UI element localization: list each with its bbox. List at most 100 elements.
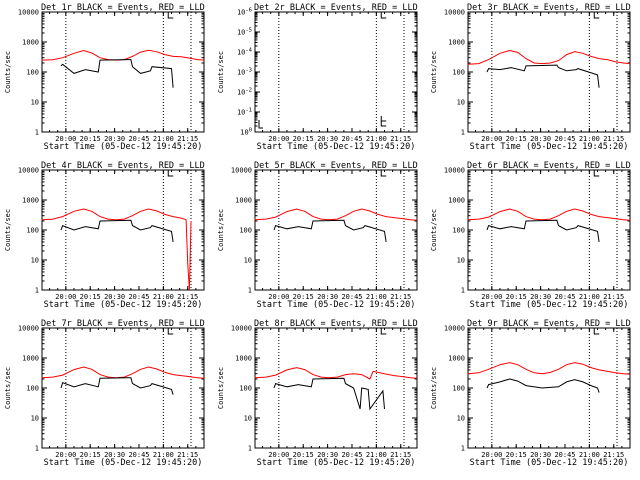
chart-title: Det 9r BLACK = Events, RED = LLD: [467, 319, 631, 329]
x-tick-label: 21:15: [177, 135, 198, 143]
y-tick-label: 10-3: [237, 68, 252, 77]
y-tick-label: 1000: [235, 197, 252, 205]
x-tick-label: 21:00: [153, 451, 174, 459]
x-tick-label: 20:45: [128, 293, 149, 301]
y-tick-label: 1: [35, 287, 39, 295]
events-series-line: [486, 64, 600, 88]
lld-series-line: [254, 208, 418, 221]
x-tick-label: 20:15: [80, 451, 101, 459]
y-tick-label: 1000: [448, 39, 465, 47]
lld-series-line: [467, 49, 631, 65]
y-tick-label: 100: [239, 227, 252, 235]
x-tick-label: 21:15: [177, 451, 198, 459]
events-series-line: [60, 59, 174, 88]
x-axis-label: Start Time (05-Dec-12 19:45:20): [44, 300, 203, 310]
y-tick-label: 100: [240, 128, 252, 137]
y-tick-label: 10-6: [237, 8, 252, 17]
y-tick-label: 1000: [448, 197, 465, 205]
events-series-line: [60, 377, 174, 395]
y-tick-label: 100: [239, 385, 252, 393]
x-tick-label: 20:00: [481, 451, 502, 459]
bracket-marker: [593, 328, 600, 335]
y-axis: 1 10 100 1000 10000: [444, 325, 630, 453]
y-tick-label: 10-2: [237, 88, 252, 97]
chart-title: Det 2r BLACK = Events, RED = LLD: [254, 3, 418, 13]
y-axis: 1 10 100 1000 10000: [444, 9, 630, 137]
x-tick-label: 21:15: [177, 293, 198, 301]
x-tick-label: 21:15: [603, 293, 624, 301]
y-tick-label: 1: [461, 445, 465, 453]
chart-panel: Det 7r BLACK = Events, RED = LLD 20:00 20:…: [4, 319, 205, 468]
x-axis-label: Start Time (05-Dec-12 19:45:20): [44, 458, 203, 468]
y-tick-label: 10-5: [237, 28, 252, 37]
lld-series-line: [41, 366, 205, 379]
bracket-marker: [380, 12, 387, 19]
chart-title: Det 8r BLACK = Events, RED = LLD: [254, 319, 418, 329]
y-tick-label: 100: [26, 69, 39, 77]
x-axis: 20:00 20:15 20:30 20:45 21:00 21:15: [475, 12, 624, 143]
y-tick-label: 1000: [235, 355, 252, 363]
y-tick-label: 10: [244, 257, 252, 265]
y-axis: 1 10 100 1000 10000: [18, 167, 204, 295]
events-series-line: [486, 378, 600, 393]
chart-title: Det 4r BLACK = Events, RED = LLD: [41, 161, 205, 171]
y-tick-label: 10: [457, 99, 465, 107]
lld-series-line: [467, 208, 631, 221]
y-axis-label: Counts/sec: [4, 51, 12, 93]
x-tick-label: 21:00: [366, 135, 387, 143]
x-tick-label: 21:00: [579, 451, 600, 459]
x-tick-label: 20:00: [55, 135, 76, 143]
x-tick-label: 20:00: [55, 451, 76, 459]
y-tick-label: 1: [461, 129, 465, 137]
y-tick-label: 10: [244, 415, 252, 423]
x-tick-label: 21:00: [153, 135, 174, 143]
x-tick-label: 20:00: [268, 451, 289, 459]
x-tick-label: 20:30: [104, 293, 125, 301]
bracket-marker: [380, 328, 387, 335]
x-tick-label: 21:15: [603, 135, 624, 143]
y-tick-label: 1: [35, 445, 39, 453]
y-axis-label: Counts/sec: [430, 51, 438, 93]
events-series-line: [273, 377, 385, 411]
bracket-marker: [167, 170, 174, 177]
x-tick-label: 20:30: [104, 135, 125, 143]
y-axis-label: Counts/sec: [217, 367, 225, 409]
x-axis-label: Start Time (05-Dec-12 19:45:20): [257, 458, 416, 468]
bracket-marker: [593, 12, 600, 19]
bracket-marker: [258, 120, 263, 129]
x-tick-label: 20:15: [293, 451, 314, 459]
bracket-marker: [380, 116, 387, 127]
x-tick-label: 21:00: [366, 451, 387, 459]
x-axis: 20:00 20:15 20:30 20:45 21:00 21:15: [49, 12, 198, 143]
y-tick-label: 1: [35, 129, 39, 137]
x-tick-label: 21:15: [390, 293, 411, 301]
events-series-line: [486, 219, 600, 242]
x-tick-label: 20:45: [554, 451, 575, 459]
y-axis: 1 10 100 1000 10000: [231, 325, 417, 453]
x-tick-label: 20:30: [317, 135, 338, 143]
x-tick-label: 20:45: [341, 135, 362, 143]
x-tick-label: 20:30: [530, 135, 551, 143]
y-tick-label: 100: [26, 227, 39, 235]
y-axis-label: Counts/sec: [4, 209, 12, 251]
y-axis-label: Counts/sec: [430, 209, 438, 251]
x-tick-label: 20:00: [268, 293, 289, 301]
x-tick-label: 20:30: [317, 293, 338, 301]
bracket-marker: [167, 328, 174, 335]
y-tick-label: 1000: [22, 355, 39, 363]
y-tick-label: 1: [248, 287, 252, 295]
x-tick-label: 20:30: [104, 451, 125, 459]
x-tick-label: 20:30: [317, 451, 338, 459]
chart-title: Det 7r BLACK = Events, RED = LLD: [41, 319, 205, 329]
y-tick-label: 10000: [444, 9, 465, 17]
x-tick-label: 20:45: [128, 135, 149, 143]
y-tick-label: 10: [31, 257, 39, 265]
x-tick-label: 20:45: [554, 293, 575, 301]
y-tick-label: 10-4: [237, 48, 253, 57]
y-axis-label: Counts/sec: [4, 367, 12, 409]
y-tick-label: 10000: [444, 325, 465, 333]
y-axis: 1 10 100 1000 10000: [18, 9, 204, 137]
